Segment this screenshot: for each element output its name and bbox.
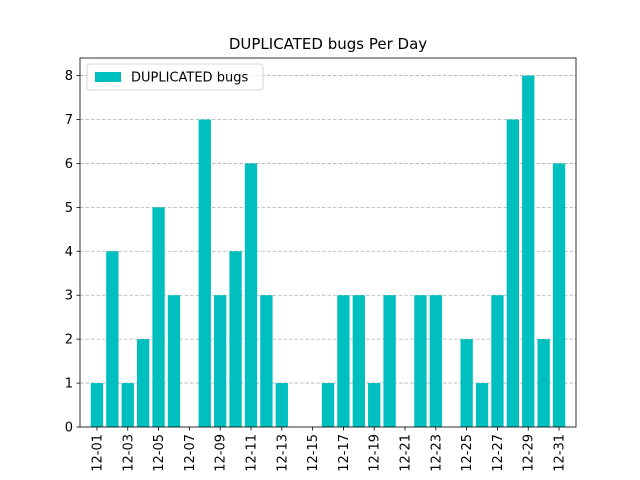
x-tick-label: 12-25 <box>460 434 475 472</box>
bar-12-29 <box>522 75 535 428</box>
bar-12-02 <box>106 251 119 427</box>
bar-12-27 <box>491 295 504 427</box>
x-tick-label: 12-07 <box>183 434 198 472</box>
bar-12-31 <box>552 163 566 427</box>
y-tick-label: 1 <box>65 377 73 392</box>
bar-12-09 <box>214 295 227 427</box>
bar-12-18 <box>352 295 365 427</box>
bar-12-17 <box>337 295 350 427</box>
x-tick-label: 12-03 <box>121 434 136 472</box>
bar-12-13 <box>275 383 288 427</box>
y-tick-label: 7 <box>65 113 73 128</box>
bar-12-16 <box>321 383 335 427</box>
legend-swatch <box>95 72 121 82</box>
bar-12-11 <box>244 163 258 427</box>
x-tick-label: 12-19 <box>368 434 383 472</box>
bar-12-20 <box>383 295 396 427</box>
x-tick-label: 12-05 <box>152 434 167 472</box>
y-tick-label: 8 <box>65 69 73 84</box>
x-tick-label: 12-31 <box>553 434 568 472</box>
x-tick-label: 12-23 <box>429 434 444 472</box>
x-tick-label: 12-29 <box>522 434 537 472</box>
y-tick-label: 3 <box>65 289 73 304</box>
bar-12-19 <box>368 383 381 427</box>
legend-label: DUPLICATED bugs <box>131 71 248 86</box>
plot-frame <box>79 57 577 428</box>
chart-title: DUPLICATED bugs Per Day <box>229 35 427 53</box>
x-tick-label: 12-01 <box>90 434 105 472</box>
bar-12-22 <box>414 295 427 427</box>
bar-12-03 <box>121 383 134 427</box>
y-tick-label: 2 <box>65 333 73 348</box>
legend-box <box>86 63 264 91</box>
bar-12-01 <box>90 383 104 427</box>
x-tick-label: 12-21 <box>399 434 414 472</box>
bar-12-06 <box>167 295 181 427</box>
bars <box>90 75 566 428</box>
bar-12-26 <box>475 383 489 427</box>
y-tick-label: 6 <box>65 157 73 172</box>
x-tick-label: 12-27 <box>491 434 506 472</box>
bar-12-28 <box>506 119 520 427</box>
bar-12-25 <box>460 339 473 427</box>
x-tick-label: 12-17 <box>337 434 352 472</box>
bar-12-23 <box>429 295 442 427</box>
bar-12-12 <box>260 295 273 427</box>
bar-12-10 <box>229 251 242 427</box>
y-tick-label: 4 <box>65 245 73 260</box>
bar-12-08 <box>198 119 211 427</box>
x-tick-label: 12-15 <box>306 434 321 472</box>
y-tick-label: 0 <box>65 421 73 436</box>
x-tick-label: 12-13 <box>275 434 290 472</box>
bar-12-30 <box>537 339 550 427</box>
y-tick-label: 5 <box>65 201 73 216</box>
bar-12-04 <box>136 339 150 427</box>
legend: DUPLICATED bugs <box>86 63 264 91</box>
bar-12-05 <box>152 207 165 427</box>
x-tick-label: 12-09 <box>214 434 229 472</box>
axes: 0 1 2 3 4 5 6 7 8 12-01 12-03 12-05 12-07 12-09 12-11 1… <box>65 57 577 472</box>
x-tick-label: 12-11 <box>244 434 259 472</box>
